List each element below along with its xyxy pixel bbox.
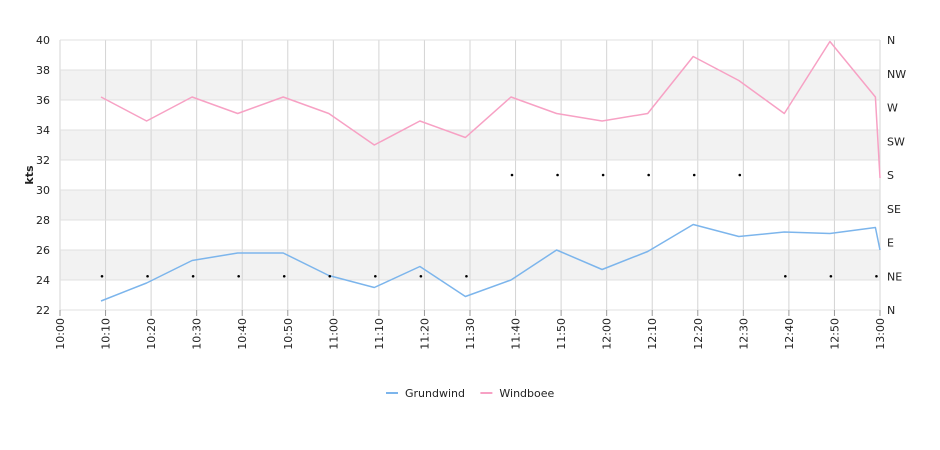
direction-marker bbox=[875, 274, 878, 278]
direction-marker bbox=[601, 173, 605, 177]
direction-marker bbox=[510, 173, 514, 177]
series-lines bbox=[100, 40, 881, 302]
direction-marker bbox=[374, 274, 377, 278]
x-tick-label: 10:30 bbox=[191, 318, 204, 350]
direction-marker bbox=[784, 274, 787, 278]
direction-marker bbox=[829, 274, 833, 278]
y-axis-title: kts bbox=[23, 165, 36, 185]
direction-marker bbox=[556, 173, 559, 177]
y-tick-label: 30 bbox=[36, 184, 50, 197]
direction-marker bbox=[738, 173, 742, 177]
direction-marker bbox=[647, 173, 650, 177]
direction-marker bbox=[328, 274, 332, 278]
right-axis-label: E bbox=[887, 237, 894, 250]
right-axis-label: SW bbox=[887, 135, 905, 148]
legend-label: Grundwind bbox=[405, 387, 465, 400]
x-tick-label: 12:10 bbox=[646, 318, 659, 350]
y-tick-label: 26 bbox=[36, 244, 50, 257]
direction-marker bbox=[191, 274, 195, 278]
right-axis-label: S bbox=[887, 169, 894, 182]
direction-marker bbox=[282, 274, 286, 278]
y-tick-label: 22 bbox=[36, 304, 50, 317]
direction-marker bbox=[146, 274, 149, 278]
legend-label: Windboee bbox=[499, 387, 554, 400]
x-tick-label: 12:50 bbox=[828, 318, 841, 350]
right-axis-ticks: N NE E SE S SW W NW N bbox=[887, 34, 906, 317]
horizontal-gridlines bbox=[60, 39, 880, 311]
y-tick-label: 38 bbox=[36, 64, 50, 77]
y-tick-label: 34 bbox=[36, 124, 50, 137]
right-axis-label: N bbox=[887, 34, 895, 47]
x-tick-label: 12:00 bbox=[601, 318, 614, 350]
y-tick-label: 24 bbox=[36, 274, 50, 287]
y-tick-label: 36 bbox=[36, 94, 50, 107]
right-axis-label: N bbox=[887, 304, 895, 317]
x-tick-label: 10:20 bbox=[145, 318, 158, 350]
x-tick-label: 11:30 bbox=[464, 318, 477, 350]
x-tick-label: 12:40 bbox=[783, 318, 796, 350]
right-axis-label: W bbox=[887, 102, 898, 115]
x-tick-label: 10:00 bbox=[54, 318, 67, 350]
direction-marker bbox=[419, 274, 423, 278]
right-axis-label: SE bbox=[887, 203, 901, 216]
legend: Grundwind Windboee bbox=[386, 387, 555, 400]
x-tick-label: 11:00 bbox=[327, 318, 340, 350]
x-axis-ticks: 10:00 10:10 10:20 10:30 10:40 10:50 11:00 11:10… bbox=[54, 310, 887, 350]
x-tick-label: 12:30 bbox=[737, 318, 750, 350]
x-tick-label: 12:20 bbox=[692, 318, 705, 350]
right-axis-label: NE bbox=[887, 270, 902, 283]
x-tick-label: 11:10 bbox=[373, 318, 386, 350]
x-tick-label: 11:20 bbox=[418, 318, 431, 350]
x-tick-label: 11:50 bbox=[555, 318, 568, 350]
y-axis-ticks: 22 24 26 28 30 32 34 36 38 40 bbox=[36, 34, 50, 317]
right-axis-label: NW bbox=[887, 68, 906, 81]
y-tick-label: 40 bbox=[36, 34, 50, 47]
x-tick-label: 10:40 bbox=[236, 318, 249, 350]
x-tick-label: 13:00 bbox=[874, 318, 887, 350]
direction-marker bbox=[100, 274, 104, 278]
direction-marker bbox=[692, 173, 696, 177]
direction-markers bbox=[100, 173, 878, 278]
x-tick-label: 11:40 bbox=[510, 318, 523, 350]
x-tick-label: 10:10 bbox=[100, 318, 113, 350]
y-tick-label: 28 bbox=[36, 214, 50, 227]
direction-marker bbox=[465, 274, 468, 278]
direction-marker bbox=[237, 274, 240, 278]
x-tick-label: 10:50 bbox=[282, 318, 295, 350]
y-tick-label: 32 bbox=[36, 154, 50, 167]
